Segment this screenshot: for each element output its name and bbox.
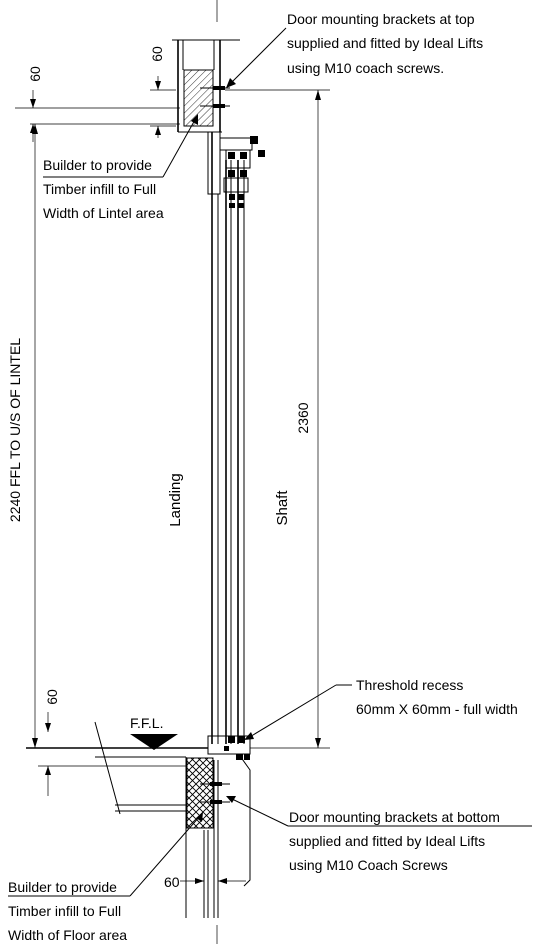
top-track-hanger [219,136,265,208]
top-brackets-note: Door mounting brackets at top supplied a… [287,11,483,76]
leader-lintel-infill [43,114,198,178]
leader-floor-infill [8,812,203,897]
shaft-label: Shaft [274,490,291,526]
lintel-infill-note: Builder to provide Timber infill to Full… [43,157,164,221]
dimension-60-floor [180,878,246,884]
ffl-marker-triangle [130,734,178,750]
dimension-2360 [225,89,330,749]
svg-text:Threshold recess: Threshold recess [356,677,463,693]
bottom-sill [207,735,251,887]
dimension-60-lintel-label: 60 [149,46,165,62]
svg-text:Door mounting brackets at top: Door mounting brackets at top [287,11,475,27]
dimension-60-lintel [150,76,176,138]
svg-text:supplied and fitted by Ideal L: supplied and fitted by Ideal Lifts [287,35,483,51]
bottom-brackets-note: Door mounting brackets at bottom supplie… [289,809,500,873]
svg-text:Timber infill to Full: Timber infill to Full [8,903,121,919]
svg-text:using M10 Coach Screws: using M10 Coach Screws [289,857,448,873]
dimension-2240-label: 2240 FFL TO U/S OF LINTEL [7,338,23,522]
svg-text:Timber infill to Full: Timber infill to Full [43,181,156,197]
leader-bottom-brackets [226,796,532,827]
leader-top-brackets [226,27,287,88]
dimension-60-top-left [15,90,180,142]
svg-text:Builder to provide: Builder to provide [43,157,152,173]
svg-text:using M10 coach screws.: using M10 coach screws. [287,60,444,76]
dimension-60-top-left-label: 60 [27,66,43,82]
ffl-label: F.F.L. [130,715,163,731]
dimension-60-bottom-left [38,712,186,796]
landing-label: Landing [167,473,184,526]
threshold-note: Threshold recess 60mm X 60mm - full widt… [356,677,518,717]
svg-text:Builder to provide: Builder to provide [8,879,117,895]
svg-text:supplied and fitted by Ideal L: supplied and fitted by Ideal Lifts [289,833,485,849]
top-mounting-brackets [200,86,230,108]
svg-text:60mm X 60mm - full width: 60mm X 60mm - full width [356,701,518,717]
floor-infill-note: Builder to provide Timber infill to Full… [8,879,127,943]
dimension-2240 [30,123,180,748]
dimension-60-floor-label: 60 [164,874,180,890]
door-frame [207,131,245,744]
dimension-60-bottom-left-label: 60 [44,689,60,705]
svg-text:Door mounting brackets at bott: Door mounting brackets at bottom [289,809,500,825]
svg-text:Width of Lintel area: Width of Lintel area [43,205,164,221]
leader-threshold [244,684,352,740]
floor-slab [26,721,219,918]
bottom-mounting-brackets [200,782,230,804]
svg-text:Width of Floor area: Width of Floor area [8,927,127,943]
dimension-2360-label: 2360 [295,402,311,433]
lintel-timber-infill [183,69,214,127]
